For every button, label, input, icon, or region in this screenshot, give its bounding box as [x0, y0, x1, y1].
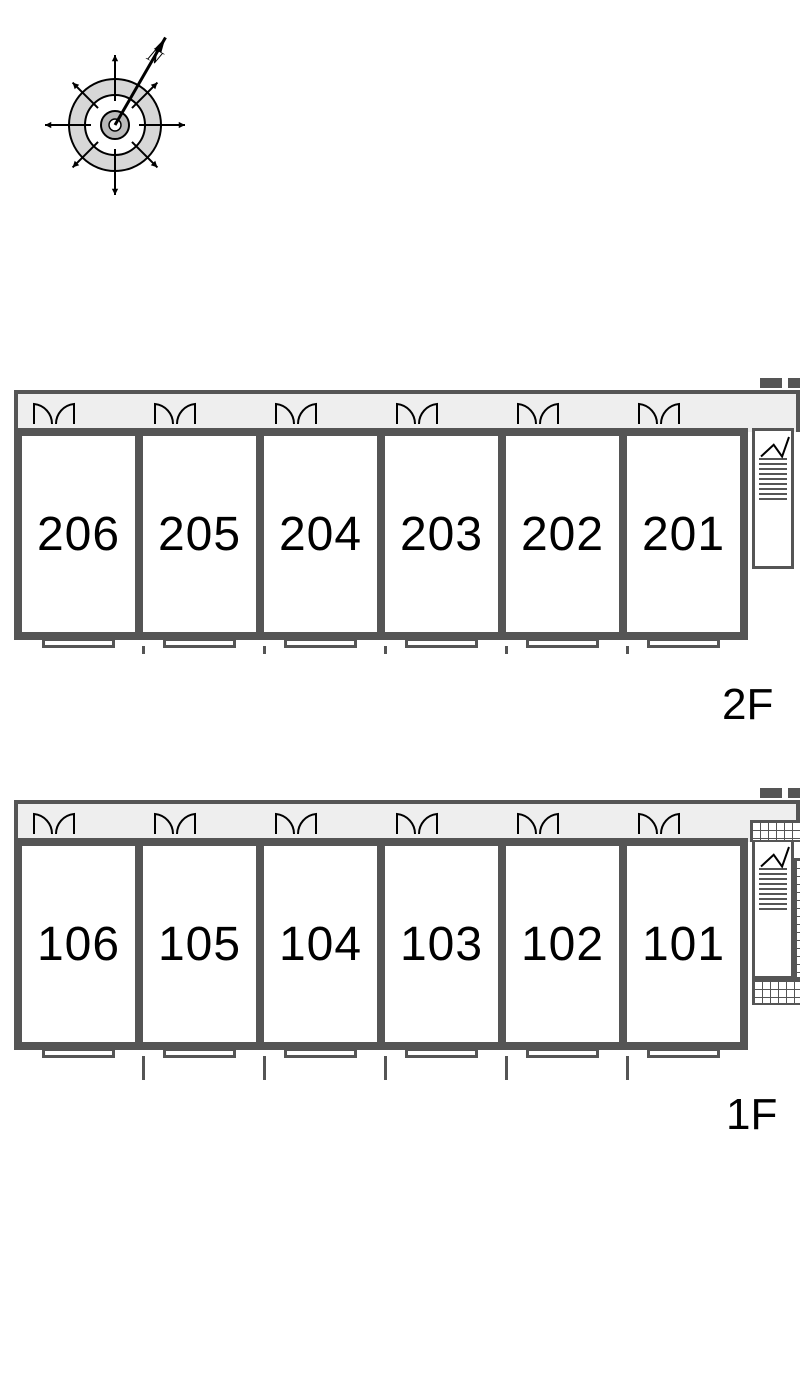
- unit-202: 202: [506, 436, 619, 632]
- unit-number: 206: [37, 507, 120, 562]
- unit-101: 101: [627, 846, 740, 1042]
- compass: N: [20, 20, 210, 210]
- floor-1F: 106 105 104 103 102 101: [14, 800, 800, 1098]
- stairwell: [752, 428, 794, 569]
- door-icon: [637, 808, 677, 834]
- door-icon: [395, 398, 435, 424]
- door-icon: [32, 808, 72, 834]
- entry-tile: [750, 820, 800, 842]
- divider-tick: [142, 646, 145, 654]
- unit-number: 103: [400, 917, 483, 972]
- divider-tick: [384, 1056, 387, 1080]
- entry-tile: [794, 858, 800, 979]
- unit-number: 202: [521, 507, 604, 562]
- stair-arrow-icon: [759, 435, 793, 464]
- divider-tick: [626, 646, 629, 654]
- divider-tick: [505, 1056, 508, 1080]
- entry-tile: [752, 979, 800, 1005]
- door-icon: [153, 398, 193, 424]
- unit-105: 105: [143, 846, 256, 1042]
- divider-tick: [626, 1056, 629, 1080]
- door-icon: [274, 808, 314, 834]
- stair-arrow-icon: [759, 845, 793, 874]
- unit-104: 104: [264, 846, 377, 1042]
- unit-number: 102: [521, 917, 604, 972]
- door-icon: [395, 808, 435, 834]
- units-row: 106 105 104 103 102 101: [14, 838, 748, 1050]
- unit-203: 203: [385, 436, 498, 632]
- unit-number: 101: [642, 917, 725, 972]
- door-icon: [32, 398, 72, 424]
- roof-tab: [760, 378, 800, 388]
- unit-204: 204: [264, 436, 377, 632]
- unit-106: 106: [22, 846, 135, 1042]
- units-row: 206 205 204 203 202 201: [14, 428, 748, 640]
- door-icon: [516, 808, 556, 834]
- divider-tick: [263, 1056, 266, 1080]
- unit-number: 205: [158, 507, 241, 562]
- divider-tick: [505, 646, 508, 654]
- stairwell: [752, 838, 794, 979]
- divider-tick: [384, 646, 387, 654]
- roof-tab: [760, 788, 800, 798]
- divider-tick: [142, 1056, 145, 1080]
- unit-206: 206: [22, 436, 135, 632]
- divider-tick: [263, 646, 266, 654]
- unit-102: 102: [506, 846, 619, 1042]
- unit-103: 103: [385, 846, 498, 1042]
- unit-number: 106: [37, 917, 120, 972]
- unit-number: 203: [400, 507, 483, 562]
- unit-number: 105: [158, 917, 241, 972]
- door-icon: [516, 398, 556, 424]
- unit-201: 201: [627, 436, 740, 632]
- door-icon: [274, 398, 314, 424]
- unit-205: 205: [143, 436, 256, 632]
- svg-text:N: N: [142, 43, 167, 70]
- floor-label: 2F: [722, 680, 773, 730]
- unit-number: 104: [279, 917, 362, 972]
- floor-2F: 206 205 204 203 202 201: [14, 390, 800, 688]
- unit-number: 201: [642, 507, 725, 562]
- door-icon: [153, 808, 193, 834]
- floor-label: 1F: [726, 1090, 777, 1140]
- unit-number: 204: [279, 507, 362, 562]
- door-icon: [637, 398, 677, 424]
